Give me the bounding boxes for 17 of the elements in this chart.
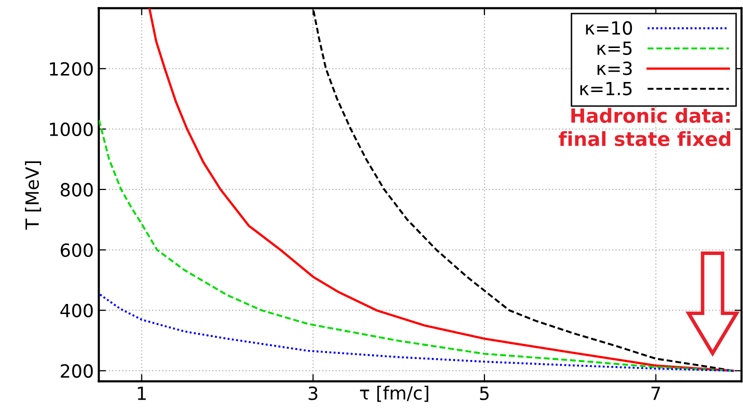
x-axis-title: τ [fm/c] (360, 386, 428, 402)
annotation: Hadronic data: final state fixed (558, 108, 730, 146)
y-tick-label: 800 (60, 182, 93, 197)
x-tick-label: 7 (652, 386, 660, 400)
legend-label: κ=5 (598, 42, 632, 55)
legend-label: κ=3 (598, 62, 632, 76)
legend-label: κ=1.5 (580, 82, 632, 96)
x-tick-label: 3 (308, 386, 318, 400)
y-tick-label: 200 (60, 364, 93, 378)
legend-label: κ=10 (586, 21, 632, 35)
y-tick-label: 600 (60, 243, 93, 257)
y-tick-label: 1000 (50, 122, 93, 136)
x-tick-label: 1 (138, 386, 146, 400)
y-tick-label: 1200 (50, 62, 93, 76)
x-tick-label: 5 (480, 386, 489, 400)
y-tick-label: 400 (60, 304, 93, 318)
y-axis-title: T [MeV] (24, 161, 42, 230)
